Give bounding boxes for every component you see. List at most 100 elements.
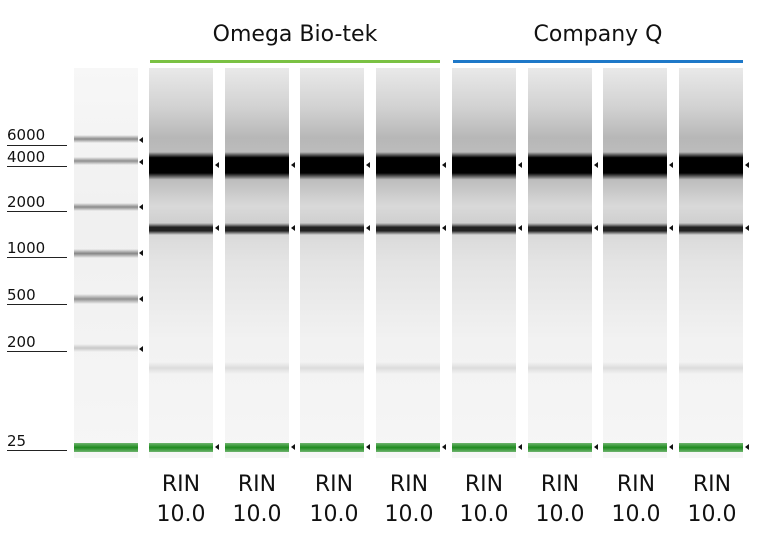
ladder-marker-2000 [139,204,143,210]
rin-text: RIN [237,472,277,497]
rin-label-lane-7: RIN 10.0 [601,470,671,530]
lane-band-small [452,362,516,374]
ladder-rule-6000 [7,145,67,146]
lane-band-small [603,362,667,374]
ladder-label-4000: 4000 [7,148,46,166]
sample-lane-2 [225,68,289,458]
lane-marker [442,225,446,231]
lane-band-small [679,362,743,374]
rin-value: 10.0 [687,502,737,527]
ladder-band-4000 [74,157,138,165]
lane-marker [291,444,295,450]
lane-smear [149,180,213,224]
lane-marker [366,225,370,231]
lane-marker [291,162,295,168]
lane-smear [225,180,289,224]
ladder-lane [74,68,138,458]
lane-band-small [300,362,364,374]
rin-label-lane-3: RIN 10.0 [299,470,369,530]
lane-band-marker [225,443,289,452]
sample-lane-1 [149,68,213,458]
ladder-label-1000: 1000 [7,239,46,257]
ladder-rule-2000 [7,211,67,212]
ladder-label-6000: 6000 [7,126,46,144]
lane-marker [215,444,219,450]
group-title-companyq: Company Q [533,22,663,47]
group-rule-companyq [453,60,743,63]
rin-text: RIN [314,472,354,497]
ladder-rule-25 [7,450,67,451]
rin-value: 10.0 [611,502,661,527]
lane-marker [215,225,219,231]
sample-lane-8 [679,68,743,458]
lane-band-28s [300,152,364,180]
lane-marker [669,225,673,231]
rin-label-lane-5: RIN 10.0 [449,470,519,530]
ladder-label-2000: 2000 [7,193,46,211]
lane-marker [745,225,749,231]
lane-band-small [528,362,592,374]
lane-marker [291,225,295,231]
lane-smear [300,180,364,224]
ladder-band-25 [74,443,138,452]
lane-band-marker [376,443,440,452]
ladder-marker-1000 [139,250,143,256]
ladder-band-6000 [74,135,138,143]
ladder-marker-500 [139,296,143,302]
lane-marker [594,444,598,450]
lane-marker [745,444,749,450]
rin-text: RIN [389,472,429,497]
ladder-rule-1000 [7,257,67,258]
sample-lane-4 [376,68,440,458]
sample-lane-3 [300,68,364,458]
lane-band-28s [679,152,743,180]
lane-band-28s [225,152,289,180]
lane-band-marker [300,443,364,452]
lane-band-28s [149,152,213,180]
group-title-omega: Omega Bio-tek [212,22,378,47]
lane-marker [518,225,522,231]
lane-band-18s [300,223,364,235]
ladder-marker-6000 [139,137,143,143]
lane-band-small [225,362,289,374]
lane-marker [366,444,370,450]
sample-lane-6 [528,68,592,458]
rin-label-lane-2: RIN 10.0 [222,470,292,530]
lane-smear [452,180,516,224]
lane-smear [679,180,743,224]
ladder-label-500: 500 [7,286,36,304]
rin-label-lane-1: RIN 10.0 [146,470,216,530]
lane-marker [442,444,446,450]
lane-marker [518,444,522,450]
lane-band-18s [452,223,516,235]
group-rule-omega [150,60,440,63]
lane-marker [594,162,598,168]
lane-band-28s [528,152,592,180]
rin-text: RIN [161,472,201,497]
rin-text: RIN [540,472,580,497]
lane-band-18s [225,223,289,235]
lane-band-28s [452,152,516,180]
rin-label-lane-8: RIN 10.0 [677,470,747,530]
ladder-rule-4000 [7,166,67,167]
rin-label-lane-6: RIN 10.0 [525,470,595,530]
lane-smear [528,180,592,224]
ladder-marker-200 [139,346,143,352]
sample-lane-7 [603,68,667,458]
rin-value: 10.0 [232,502,282,527]
ladder-rule-500 [7,304,67,305]
ladder-label-25: 25 [7,432,27,450]
lane-marker [669,444,673,450]
ladder-marker-4000 [139,159,143,165]
lane-band-marker [452,443,516,452]
lane-band-18s [149,223,213,235]
lane-marker [745,162,749,168]
lane-marker [442,162,446,168]
lane-marker [594,225,598,231]
lane-band-marker [679,443,743,452]
lane-band-18s [603,223,667,235]
lane-band-18s [376,223,440,235]
ladder-band-500 [74,294,138,304]
rin-text: RIN [464,472,504,497]
lane-band-marker [603,443,667,452]
